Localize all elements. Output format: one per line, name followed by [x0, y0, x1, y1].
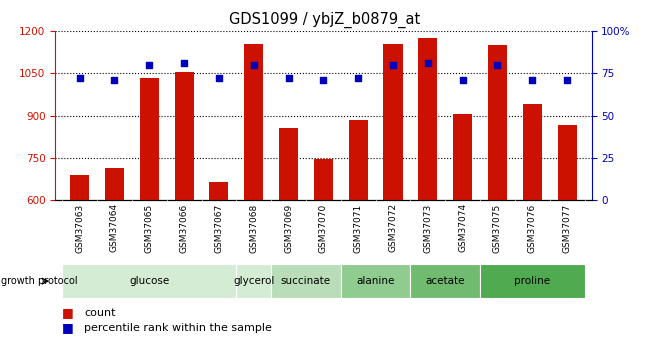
Text: GSM37069: GSM37069 [284, 203, 293, 253]
Point [458, 77, 468, 83]
Bar [488, 45, 507, 200]
Point [388, 62, 398, 68]
Bar [348, 120, 368, 200]
Bar [558, 126, 577, 200]
Point [422, 60, 433, 66]
Text: GSM37068: GSM37068 [249, 203, 258, 253]
Point [492, 62, 502, 68]
Text: glucose: glucose [129, 276, 170, 286]
Point [109, 77, 120, 83]
Text: GSM37075: GSM37075 [493, 203, 502, 253]
Bar [70, 175, 89, 200]
Text: succinate: succinate [281, 276, 331, 286]
Bar [140, 78, 159, 200]
Bar [271, 264, 341, 298]
Point [144, 62, 155, 68]
Text: proline: proline [514, 276, 551, 286]
Bar [410, 264, 480, 298]
Bar [237, 264, 271, 298]
Text: GSM37070: GSM37070 [319, 203, 328, 253]
Text: GDS1099 / ybjZ_b0879_at: GDS1099 / ybjZ_b0879_at [229, 12, 421, 28]
Point [74, 76, 85, 81]
Bar [523, 104, 542, 200]
Text: GSM37066: GSM37066 [179, 203, 188, 253]
Text: glycerol: glycerol [233, 276, 274, 286]
Bar [384, 44, 402, 200]
Bar [341, 264, 410, 298]
Text: acetate: acetate [426, 276, 465, 286]
Text: ■: ■ [62, 306, 73, 319]
Text: count: count [84, 308, 116, 317]
Point [527, 77, 538, 83]
Bar [418, 38, 437, 200]
Point [214, 76, 224, 81]
Text: GSM37067: GSM37067 [214, 203, 224, 253]
Bar [480, 264, 584, 298]
Text: GSM37077: GSM37077 [563, 203, 571, 253]
Text: GSM37063: GSM37063 [75, 203, 84, 253]
Bar [174, 72, 194, 200]
Bar [62, 264, 237, 298]
Text: GSM37071: GSM37071 [354, 203, 363, 253]
Text: GSM37072: GSM37072 [389, 203, 398, 253]
Text: GSM37074: GSM37074 [458, 203, 467, 253]
Text: GSM37065: GSM37065 [145, 203, 154, 253]
Text: GSM37064: GSM37064 [110, 203, 119, 253]
Bar [314, 159, 333, 200]
Text: ■: ■ [62, 321, 73, 334]
Text: alanine: alanine [356, 276, 395, 286]
Text: GSM37073: GSM37073 [423, 203, 432, 253]
Point [353, 76, 363, 81]
Point [179, 60, 189, 66]
Text: growth protocol: growth protocol [1, 276, 78, 286]
Bar [105, 168, 124, 200]
Text: GSM37076: GSM37076 [528, 203, 537, 253]
Point [318, 77, 328, 83]
Bar [209, 182, 229, 200]
Point [562, 77, 573, 83]
Bar [244, 44, 263, 200]
Point [283, 76, 294, 81]
Text: percentile rank within the sample: percentile rank within the sample [84, 323, 272, 333]
Bar [279, 128, 298, 200]
Point [248, 62, 259, 68]
Bar [453, 114, 473, 200]
